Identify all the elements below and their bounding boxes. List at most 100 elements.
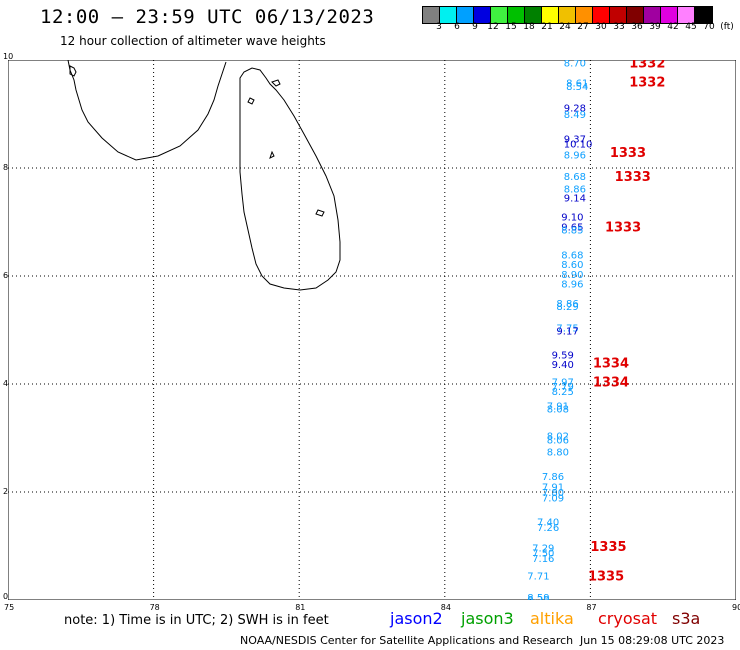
x-tick-label: 90 [732, 603, 740, 612]
colorbar-label: 21 [541, 22, 553, 32]
legend-jason3: jason3 [461, 609, 514, 628]
pass-time-label: 1333 [605, 220, 641, 235]
swh-value: 9.65 [561, 222, 583, 233]
colorbar-cell [542, 7, 559, 23]
swh-value: 8.29 [556, 302, 578, 313]
swh-value: 8.49 [564, 110, 586, 121]
pass-time-label: 1334 [593, 356, 629, 371]
colorbar-cell [576, 7, 593, 23]
colorbar-label: 24 [559, 22, 571, 32]
swh-value: 9.59 [552, 350, 574, 361]
pass-time-label: 1332 [629, 60, 665, 72]
credit: NOAA/NESDIS Center for Satellite Applica… [240, 634, 574, 647]
swh-value: 7.09 [542, 493, 564, 504]
page-subtitle: 12 hour collection of altimeter wave hei… [60, 34, 326, 48]
swh-value: 7.91 [542, 483, 564, 494]
swh-value: 7.80 [542, 488, 564, 499]
colorbar-label: 18 [523, 22, 535, 32]
swh-value: 7.86 [542, 472, 564, 483]
colorbar-cell [491, 7, 508, 23]
pass-time-label: 1334 [593, 375, 629, 390]
swh-value: 8.85 [561, 226, 583, 237]
swh-value: 9.17 [556, 327, 578, 338]
colorbar-cell [627, 7, 644, 23]
colorbar-label: 9 [472, 22, 478, 32]
pass-time-label: 1335 [588, 570, 624, 585]
pass-time-label: 1333 [610, 146, 646, 161]
colorbar-label: 45 [685, 22, 697, 32]
colorbar-cell [678, 7, 695, 23]
swh-value: 8.25 [552, 387, 574, 398]
colorbar-label: 15 [505, 22, 517, 32]
legend-altika: altika [530, 609, 574, 628]
swh-value: 8.59 [527, 593, 549, 600]
y-tick-label: 10 [3, 52, 14, 61]
legend-s3a: s3a [672, 609, 701, 628]
colorbar-label: 30 [595, 22, 607, 32]
swh-value: 9.28 [564, 104, 586, 115]
swh-value: 8.68 [564, 172, 586, 183]
swh-value: 8.54 [566, 82, 588, 93]
swh-value: 8.86 [564, 185, 586, 196]
colorbar-cell [440, 7, 457, 23]
pass-time-label: 1335 [590, 540, 626, 555]
x-tick-label: 81 [295, 603, 306, 612]
y-tick-label: 4 [3, 379, 9, 388]
colorbar-label: 6 [454, 22, 460, 32]
swh-value: 7.50 [532, 548, 554, 559]
colorbar-cell [508, 7, 525, 23]
legend-jason2: jason2 [390, 609, 443, 628]
y-tick-label: 6 [3, 271, 9, 280]
x-tick-label: 87 [586, 603, 597, 612]
swh-value: 7.26 [537, 523, 559, 534]
colorbar-cell [525, 7, 542, 23]
colorbar-label: 42 [667, 22, 679, 32]
colorbar-labels: 3 6 9 12 15 18 21 24 27 30 33 36 39 42 45 70 (ft) [422, 22, 740, 36]
colorbar-label: 39 [649, 22, 661, 32]
swh-value: 7.40 [537, 518, 559, 529]
x-tick-label: 84 [440, 603, 451, 612]
colorbar-cell [457, 7, 474, 23]
pass-time-label: 1332 [629, 76, 665, 91]
swh-value: 8.80 [547, 448, 569, 459]
swh-value: 8.86 [556, 299, 578, 310]
map-border [8, 60, 736, 600]
swh-value: 9.14 [564, 194, 586, 205]
colorbar-cell [559, 7, 576, 23]
colorbar-label: 27 [577, 22, 589, 32]
swh-value: 7.71 [527, 572, 549, 583]
colorbar [422, 6, 713, 24]
swh-value: 8.29 [527, 595, 549, 600]
page-title: 12:00 – 23:59 UTC 06/13/2023 [40, 6, 375, 28]
swh-value: 10.10 [564, 140, 593, 151]
legend-cryosat: cryosat [598, 609, 658, 628]
swh-value: 8.61 [566, 79, 588, 90]
swh-value: 8.02 [547, 431, 569, 442]
swh-readings: 8.708.618.549.288.499.3710.108.968.688.8… [527, 60, 592, 600]
x-tick-label: 78 [149, 603, 160, 612]
swh-value: 8.68 [561, 250, 583, 261]
swh-value: 8.06 [547, 436, 569, 447]
swh-value: 9.37 [564, 134, 586, 145]
colorbar-cell [474, 7, 491, 23]
colorbar-label: 36 [631, 22, 643, 32]
swh-value: 9.10 [561, 213, 583, 224]
colorbar-cell [661, 7, 678, 23]
colorbar-label: 70 [703, 22, 715, 32]
colorbar-label: (ft) [720, 22, 734, 32]
colorbar-cell [593, 7, 610, 23]
wave-height-map: 8.708.618.549.288.499.3710.108.968.688.8… [8, 60, 736, 600]
time-labels: 1332 1332 1333 1333 1333 1334 1334 1335 1335 [588, 60, 665, 585]
swh-value: 8.90 [561, 270, 583, 281]
timestamp: Jun 15 08:29:08 UTC 2023 [580, 634, 725, 647]
y-tick-label: 2 [3, 487, 9, 496]
swh-value: 7.75 [556, 323, 578, 334]
pass-time-label: 1333 [615, 170, 651, 185]
colorbar-label: 12 [487, 22, 499, 32]
swh-value: 8.60 [561, 260, 583, 271]
colorbar-cell [610, 7, 627, 23]
swh-value: 7.16 [532, 554, 554, 565]
swh-value: 7.29 [532, 544, 554, 555]
colorbar-cell [644, 7, 661, 23]
colorbar-cell [423, 7, 440, 23]
